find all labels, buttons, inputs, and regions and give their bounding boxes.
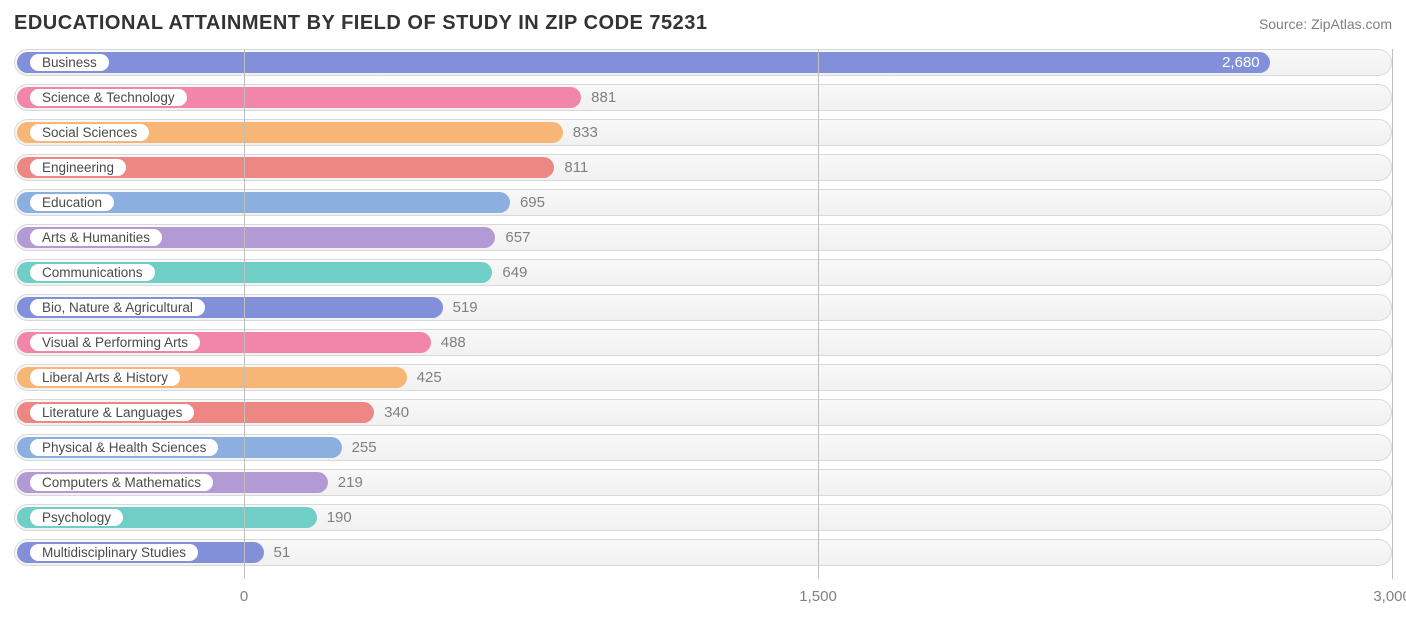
bar-row: Science & Technology 881	[14, 84, 1392, 111]
bar-row: Engineering 811	[14, 154, 1392, 181]
bar-value-label: 488	[441, 329, 466, 356]
bar-category-pill: Multidisciplinary Studies	[28, 542, 200, 563]
x-gridline	[244, 49, 245, 579]
bar-category-pill: Business	[28, 52, 111, 73]
bar-fill	[17, 52, 1270, 73]
chart-container: EDUCATIONAL ATTAINMENT BY FIELD OF STUDY…	[0, 0, 1406, 631]
bar-category-pill: Social Sciences	[28, 122, 151, 143]
chart-title: EDUCATIONAL ATTAINMENT BY FIELD OF STUDY…	[14, 12, 708, 35]
chart-plot: Business 2,680 Science & Technology 881 Soci…	[14, 49, 1392, 609]
bar-category-pill: Science & Technology	[28, 87, 189, 108]
x-gridline	[1392, 49, 1393, 579]
bar-category-pill: Liberal Arts & History	[28, 367, 182, 388]
bar-row: Liberal Arts & History 425	[14, 364, 1392, 391]
bar-row: Literature & Languages 340	[14, 399, 1392, 426]
bar-value-label: 519	[453, 294, 478, 321]
bar-category-pill: Visual & Performing Arts	[28, 332, 202, 353]
bar-row: Visual & Performing Arts 488	[14, 329, 1392, 356]
bar-value-label: 657	[505, 224, 530, 251]
bar-row: Arts & Humanities 657	[14, 224, 1392, 251]
bar-row: Multidisciplinary Studies 51	[14, 539, 1392, 566]
bar-category-pill: Communications	[28, 262, 157, 283]
bar-value-label: 649	[502, 259, 527, 286]
bar-value-label: 340	[384, 399, 409, 426]
bar-value-label: 190	[327, 504, 352, 531]
bar-value-label: 219	[338, 469, 363, 496]
bar-category-pill: Arts & Humanities	[28, 227, 164, 248]
x-axis-label: 1,500	[799, 588, 837, 605]
bar-row: Physical & Health Sciences 255	[14, 434, 1392, 461]
x-axis-label: 3,000	[1373, 588, 1406, 605]
x-axis-label: 0	[240, 588, 248, 605]
chart-source: Source: ZipAtlas.com	[1259, 16, 1392, 32]
bar-category-pill: Literature & Languages	[28, 402, 196, 423]
bar-category-pill: Bio, Nature & Agricultural	[28, 297, 207, 318]
bar-row: Computers & Mathematics 219	[14, 469, 1392, 496]
bar-value-label: 2,680	[1222, 49, 1260, 76]
bar-row: Social Sciences 833	[14, 119, 1392, 146]
bar-value-label: 811	[564, 154, 588, 181]
bar-value-label: 833	[573, 119, 598, 146]
bar-value-label: 695	[520, 189, 545, 216]
bar-value-label: 51	[274, 539, 291, 566]
chart-rows: Business 2,680 Science & Technology 881 Soci…	[14, 49, 1392, 579]
bar-value-label: 255	[352, 434, 377, 461]
bar-row: Communications 649	[14, 259, 1392, 286]
bar-value-label: 881	[591, 84, 616, 111]
bar-value-label: 425	[417, 364, 442, 391]
bar-category-pill: Education	[28, 192, 116, 213]
bar-category-pill: Computers & Mathematics	[28, 472, 215, 493]
bar-category-pill: Engineering	[28, 157, 128, 178]
bar-category-pill: Psychology	[28, 507, 125, 528]
bar-category-pill: Physical & Health Sciences	[28, 437, 220, 458]
bar-row: Business 2,680	[14, 49, 1392, 76]
chart-header: EDUCATIONAL ATTAINMENT BY FIELD OF STUDY…	[14, 12, 1392, 35]
bar-row: Education 695	[14, 189, 1392, 216]
bar-row: Psychology 190	[14, 504, 1392, 531]
x-gridline	[818, 49, 819, 579]
bar-row: Bio, Nature & Agricultural 519	[14, 294, 1392, 321]
